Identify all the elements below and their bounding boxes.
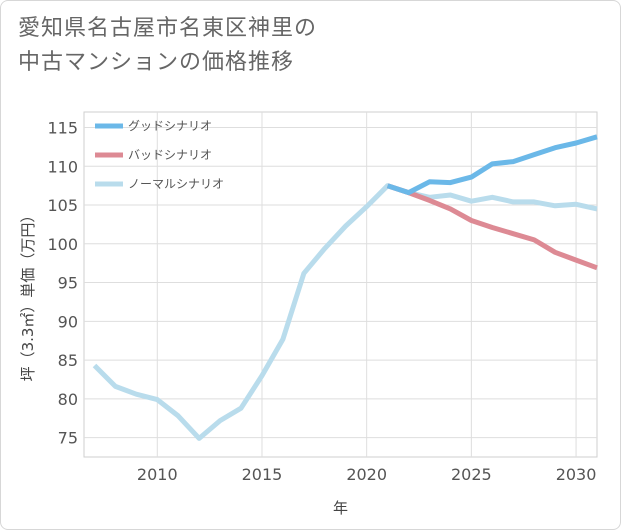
- grid-lines: [83, 111, 598, 458]
- title-line-1: 愛知県名古屋市名東区神里の: [18, 16, 318, 41]
- y-tick-label: 100: [47, 235, 78, 254]
- y-tick-label: 115: [47, 119, 78, 138]
- series-line-bad: [386, 183, 598, 271]
- y-axis-label: 坪（3.3㎡）単価（万円）: [19, 208, 37, 382]
- y-tick-label: 75: [58, 429, 78, 448]
- y-tick-label: 90: [58, 312, 78, 331]
- title-line-2: 中古マンションの価格推移: [18, 50, 295, 75]
- y-tick-label: 110: [47, 157, 78, 176]
- tick-labels: 75 80 85 90 95 100 105 110 115 2010 2015 2020 2025 20…: [47, 119, 596, 484]
- y-tick-label: 105: [47, 196, 78, 215]
- series-line-good: [386, 134, 598, 196]
- y-tick-label: 95: [58, 274, 78, 293]
- plot-border: [83, 111, 598, 458]
- x-tick-label: 2020: [346, 465, 387, 484]
- x-tick-label: 2025: [451, 465, 492, 484]
- series-line-normal: [92, 183, 598, 441]
- x-tick-label: 2030: [556, 465, 597, 484]
- chart-title: 愛知県名古屋市名東区神里の 中古マンションの価格推移: [18, 12, 578, 80]
- x-tick-label: 2015: [242, 465, 283, 484]
- x-tick-label: 2010: [137, 465, 178, 484]
- legend-label: グッドシナリオ: [128, 119, 212, 133]
- legend-label: バッドシナリオ: [128, 148, 212, 162]
- y-tick-label: 80: [58, 390, 78, 409]
- x-axis-label: 年: [333, 499, 348, 517]
- legend-label: ノーマルシナリオ: [128, 177, 224, 191]
- y-tick-label: 85: [58, 351, 78, 370]
- series-lines: [92, 134, 598, 441]
